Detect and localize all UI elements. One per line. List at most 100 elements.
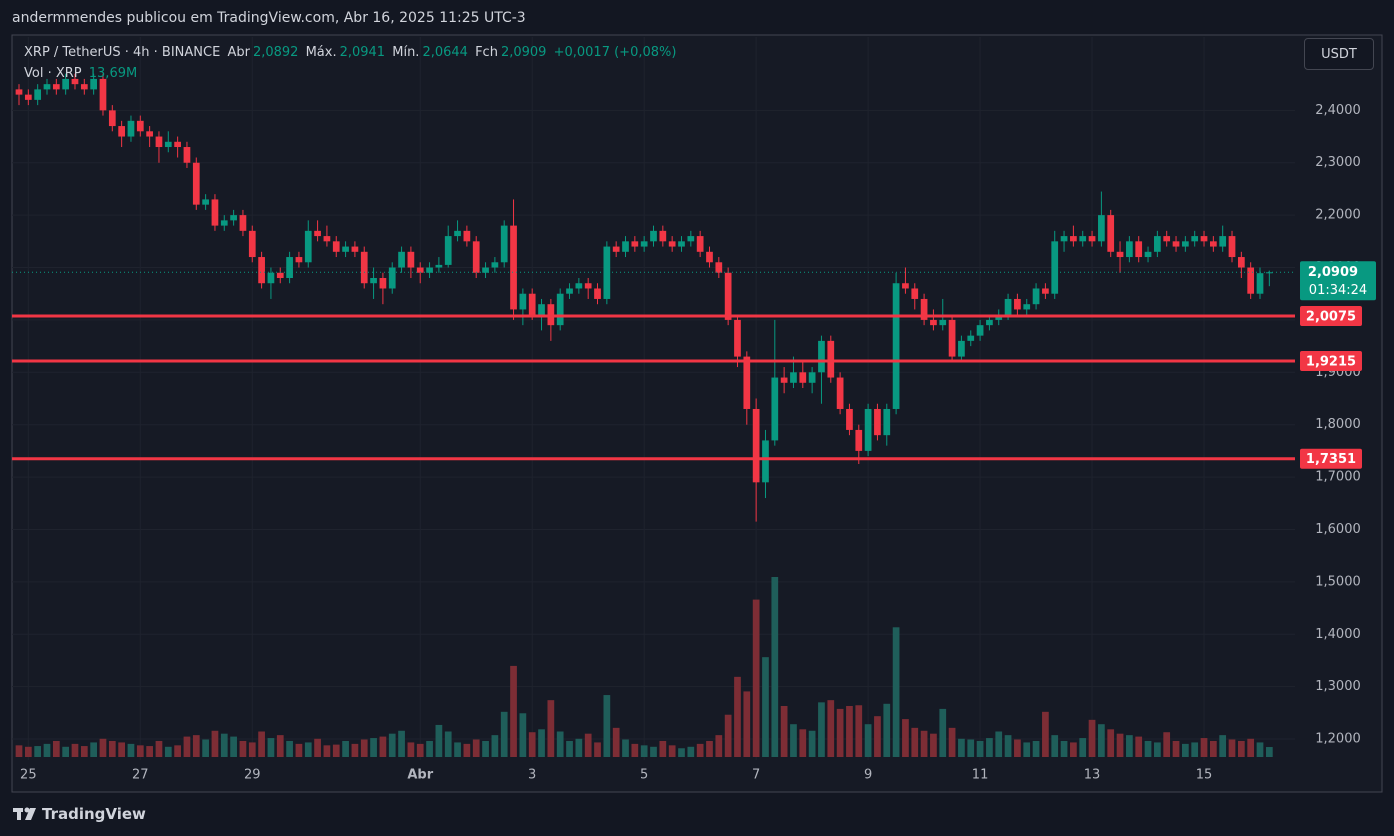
candle-body (939, 319, 947, 326)
candle-body (398, 251, 405, 268)
volume-bar (995, 731, 1003, 757)
candle-body (1247, 267, 1255, 294)
candle-body (202, 199, 209, 205)
candle-body (808, 372, 816, 383)
low-label: Mín. (392, 45, 420, 60)
candle-body (90, 78, 98, 90)
candle-body (1042, 288, 1049, 294)
volume-bar (724, 714, 732, 757)
volume-bar (902, 719, 909, 757)
candle-body (650, 230, 657, 242)
volume-bar (183, 736, 191, 757)
volume-bar (808, 730, 816, 757)
x-tick-label: 3 (528, 768, 536, 783)
candle-body (304, 230, 312, 263)
candle-body (911, 288, 919, 299)
volume-bar (435, 724, 443, 757)
volume-bar (855, 705, 863, 757)
candle-body (351, 246, 359, 252)
volume-bar (398, 730, 405, 757)
volume-bar (426, 740, 433, 757)
volume-bar (734, 676, 741, 757)
x-tick-label: 7 (752, 768, 760, 783)
chart-panel (11, 34, 1383, 793)
volume-bar (510, 665, 517, 757)
open: 2,0892 (252, 45, 299, 60)
volume-bar (15, 745, 23, 757)
volume-bar (34, 746, 42, 757)
candle-body (603, 246, 611, 299)
volume-bar (295, 743, 303, 757)
y-tick-label: 2,4000 (1315, 103, 1361, 118)
candle-body (1079, 236, 1087, 242)
candle-body (71, 78, 79, 85)
volume-bar (1191, 742, 1199, 757)
candle-body (1070, 236, 1077, 242)
y-tick-label: 1,6000 (1315, 522, 1361, 537)
candle-body (1219, 236, 1227, 247)
candle-body (379, 278, 387, 289)
volume-bar (556, 731, 564, 757)
candle-body (1200, 236, 1208, 242)
volume-bar (1023, 742, 1031, 757)
level-tag (1300, 305, 1362, 326)
candle-body (1228, 236, 1236, 258)
candle-body (1126, 241, 1133, 258)
candle-body (155, 136, 163, 148)
volume-bar (780, 705, 788, 757)
candle-body (220, 220, 228, 226)
volume-bar (379, 736, 387, 757)
y-tick-label: 2,2000 (1315, 208, 1361, 223)
candle-body (668, 241, 676, 247)
candle-body (211, 199, 219, 226)
volume-bar (1107, 729, 1115, 757)
volume-bar (1051, 735, 1059, 757)
candle-body (248, 230, 256, 258)
volume-bar (1116, 733, 1124, 757)
countdown: 01:34:24 (1309, 283, 1367, 298)
volume-bar (388, 733, 396, 757)
candle-body (566, 288, 573, 294)
candle-body (99, 78, 107, 111)
volume-bar (136, 745, 144, 757)
candle-body (24, 94, 32, 100)
candle-body (958, 340, 965, 357)
volume-bar (239, 740, 247, 757)
candle-body (118, 126, 125, 137)
candle-body (1172, 241, 1180, 247)
level-tag (1300, 351, 1362, 372)
volume-bar (1172, 740, 1180, 757)
symbol-legend: XRP / TetherUS · 4h · BINANCE Abr 2,0892 … (24, 45, 679, 60)
candle-body (1032, 288, 1040, 305)
candle-body (1209, 241, 1217, 247)
candle-body (1088, 236, 1096, 242)
candle-body (846, 408, 853, 430)
candle-body (1051, 241, 1059, 294)
candle-body (780, 377, 788, 383)
y-tick-label: 1,8000 (1315, 417, 1361, 432)
volume-bar (192, 735, 200, 757)
candle-body (239, 215, 247, 231)
volume-bar (248, 742, 256, 757)
candle-body (799, 372, 807, 383)
volume-bar (127, 743, 135, 757)
candle-body (52, 84, 60, 90)
candle-body (678, 241, 685, 247)
high-label: Máx. (305, 45, 337, 60)
candle-body (510, 225, 517, 310)
candle-body (1098, 215, 1105, 242)
currency-button[interactable]: USDT (1304, 38, 1374, 70)
candle-body (1135, 241, 1143, 258)
volume-bar (407, 742, 415, 757)
volume-bar (332, 744, 340, 757)
volume-bar (696, 743, 704, 757)
volume-bar (1247, 738, 1255, 757)
candle-body (883, 408, 891, 436)
close-label: Fch (475, 45, 498, 60)
candle-body (640, 241, 648, 247)
candle-body (724, 272, 732, 320)
candle-body (500, 225, 508, 263)
candle-body (286, 257, 293, 278)
candle-body (584, 283, 592, 289)
